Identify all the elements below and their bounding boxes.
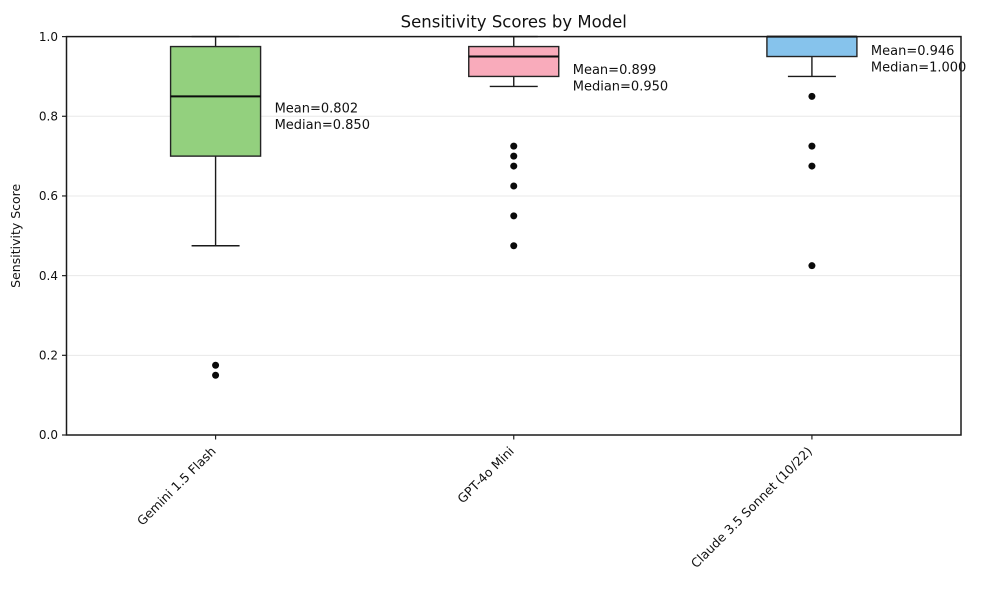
outlier-dot (212, 361, 220, 369)
mean-median-annotation: Mean=0.946 (871, 44, 955, 59)
outlier-dot (808, 92, 816, 100)
outlier-dot (510, 162, 518, 170)
y-tick-label: 1.0 (39, 30, 58, 44)
outlier-dot (808, 262, 816, 270)
y-axis-label: Sensitivity Score (8, 183, 23, 287)
y-tick-label: 0.8 (39, 109, 58, 123)
plot-border (65, 35, 962, 436)
x-tick-label: GPT-4o Mini (454, 444, 517, 507)
outlier-dot (212, 371, 220, 379)
outlier-dot (510, 182, 518, 190)
outlier-dot (510, 152, 518, 160)
box (766, 35, 858, 58)
y-tick-label: 0.4 (39, 269, 58, 283)
mean-median-annotation: Median=0.850 (275, 118, 370, 133)
outlier-dot (510, 242, 518, 250)
y-tick-label: 0.0 (39, 428, 58, 442)
box (468, 45, 560, 78)
mean-median-annotation: Mean=0.802 (275, 101, 359, 116)
outlier-dot (510, 142, 518, 150)
mean-median-annotation: Median=0.950 (573, 79, 668, 94)
y-tick-label: 0.2 (39, 349, 58, 363)
outlier-dot (808, 162, 816, 170)
chart-title: Sensitivity Scores by Model (401, 13, 627, 32)
outlier-dot (808, 142, 816, 150)
mean-median-annotation: Median=1.000 (871, 61, 966, 76)
y-tick-label: 0.6 (39, 189, 58, 203)
outlier-dot (510, 212, 518, 220)
mean-median-annotation: Mean=0.899 (573, 63, 657, 78)
box (169, 45, 262, 157)
plot-layer: Mean=0.802 Median=0.850 Mean=0.899Median=0… (169, 35, 966, 379)
x-tick-label: Claude 3.5 Sonnet (10/22) (688, 444, 815, 571)
x-tick-label: Gemini 1.5 Flash (134, 444, 219, 529)
